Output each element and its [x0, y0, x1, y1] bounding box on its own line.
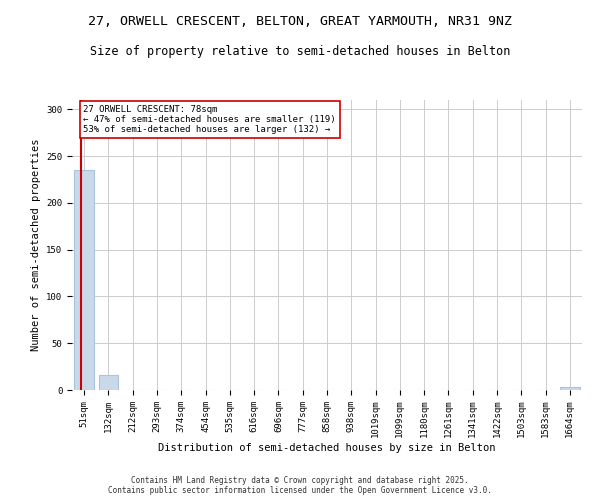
- Text: Size of property relative to semi-detached houses in Belton: Size of property relative to semi-detach…: [90, 45, 510, 58]
- Bar: [74, 170, 94, 390]
- X-axis label: Distribution of semi-detached houses by size in Belton: Distribution of semi-detached houses by …: [158, 443, 496, 453]
- Bar: [560, 387, 580, 390]
- Text: 27, ORWELL CRESCENT, BELTON, GREAT YARMOUTH, NR31 9NZ: 27, ORWELL CRESCENT, BELTON, GREAT YARMO…: [88, 15, 512, 28]
- Text: 27 ORWELL CRESCENT: 78sqm
← 47% of semi-detached houses are smaller (119)
53% of: 27 ORWELL CRESCENT: 78sqm ← 47% of semi-…: [83, 104, 336, 134]
- Text: Contains HM Land Registry data © Crown copyright and database right 2025.
Contai: Contains HM Land Registry data © Crown c…: [108, 476, 492, 495]
- Y-axis label: Number of semi-detached properties: Number of semi-detached properties: [31, 138, 41, 352]
- Bar: [99, 375, 118, 390]
